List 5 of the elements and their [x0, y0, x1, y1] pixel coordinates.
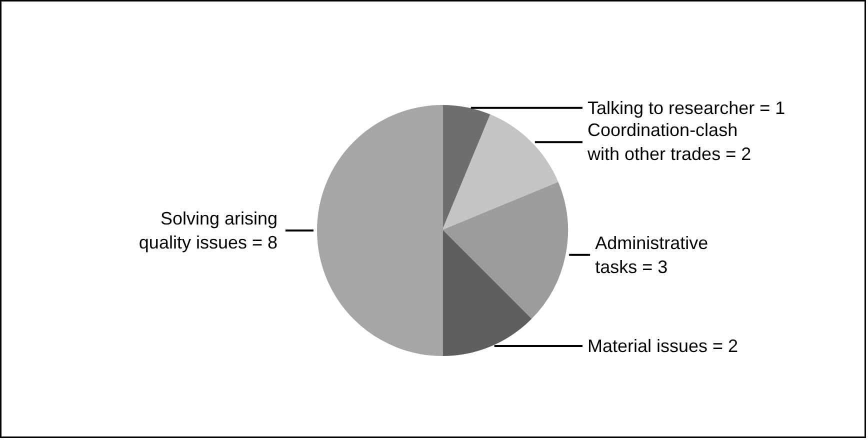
slice-label: Administrative tasks = 3 [595, 232, 708, 277]
slice-label: Solving arising quality issues = 8 [138, 208, 278, 252]
slice-label: Talking to researcher = 1 [588, 98, 786, 118]
slice-label: Material issues = 2 [588, 336, 738, 356]
slice-label: Coordination-clash with other trades = 2 [586, 120, 752, 164]
